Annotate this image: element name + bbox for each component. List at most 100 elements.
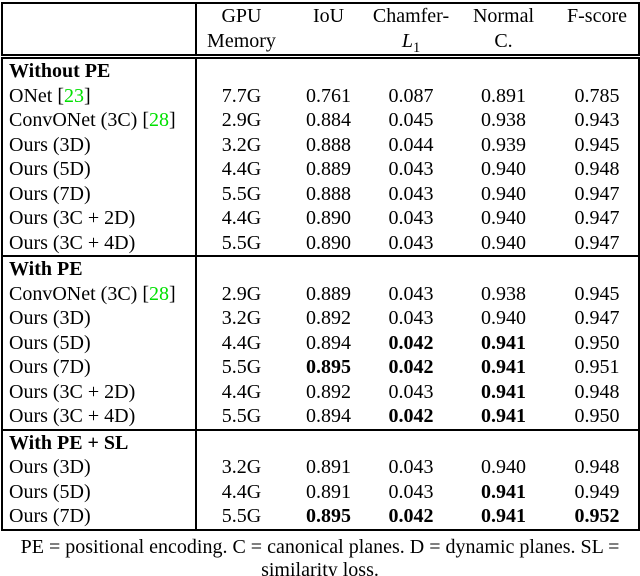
value-cell-chamfer-l1: 0.043 bbox=[388, 380, 434, 403]
value-cell-chamfer-l1: 0.043 bbox=[388, 207, 434, 229]
value-cell-chamfer-l1: 0.087 bbox=[388, 84, 434, 107]
value-cell-normal-c: 0.938 bbox=[481, 109, 526, 131]
value-cell-iou: 0.891 bbox=[306, 456, 351, 478]
method-name: Ours (5D) bbox=[9, 331, 91, 354]
value-cell-gpu-memory: 4.4G bbox=[221, 480, 262, 503]
method-name-cell: Ours (5D) bbox=[2, 157, 197, 182]
method-name: Ours (7D) bbox=[9, 182, 91, 205]
value-cell-gpu-memory: 5.5G bbox=[221, 405, 262, 427]
empty-cell bbox=[451, 255, 556, 282]
value-cell-gpu-memory: 4.4G bbox=[221, 158, 262, 180]
value-cell-normal-c: 0.941 bbox=[481, 405, 526, 427]
method-name-cell: Ours (3C + 4D) bbox=[2, 404, 197, 430]
method-name: ConvONet (3C) bbox=[9, 109, 138, 131]
value-cell-gpu-memory: 5.5G bbox=[221, 356, 262, 378]
value-cell-chamfer-l1: 0.043 bbox=[388, 456, 434, 478]
citation-link[interactable]: 23 bbox=[64, 84, 84, 107]
value-cell-normal-c: 0.941 bbox=[481, 505, 526, 527]
value-cell-f-score: 0.952 bbox=[574, 505, 620, 527]
value-cell-f-score: 0.948 bbox=[574, 158, 620, 180]
table-row: Ours (7D) 5.5G 0.895 0.042 0.941 0.951 bbox=[2, 355, 639, 380]
empty-cell bbox=[371, 255, 451, 282]
value-cell-gpu-memory: 3.2G bbox=[221, 307, 262, 329]
column-header-gpu-memory: GPU Memory bbox=[196, 3, 286, 59]
section-title: Without PE bbox=[2, 56, 197, 84]
empty-cell bbox=[196, 255, 286, 282]
empty-cell bbox=[196, 57, 286, 84]
method-name-cell: Ours (7D) bbox=[2, 504, 197, 530]
method-name: Ours (3C + 4D) bbox=[9, 405, 136, 427]
value-cell-iou: 0.889 bbox=[306, 158, 351, 180]
method-name-cell: Ours (5D) bbox=[2, 479, 197, 504]
value-cell-iou: 0.890 bbox=[306, 207, 351, 229]
table-footnote: PE = positional encoding. C = canonical … bbox=[20, 535, 620, 576]
value-cell-normal-c: 0.938 bbox=[481, 282, 526, 305]
value-cell-f-score: 0.945 bbox=[574, 133, 620, 156]
empty-cell bbox=[286, 57, 371, 84]
value-cell-iou: 0.891 bbox=[306, 480, 351, 503]
value-cell-gpu-memory: 4.4G bbox=[221, 380, 262, 403]
empty-cell bbox=[556, 57, 639, 84]
value-cell-gpu-memory: 2.9G bbox=[221, 282, 262, 305]
value-cell-normal-c: 0.941 bbox=[481, 380, 526, 403]
table-row: ConvONet (3C) [28] 2.9G 0.889 0.043 0.938 0.9… bbox=[2, 281, 639, 306]
value-cell-chamfer-l1: 0.043 bbox=[388, 282, 434, 305]
value-cell-normal-c: 0.891 bbox=[481, 84, 526, 107]
value-cell-normal-c: 0.940 bbox=[481, 307, 526, 329]
value-cell-chamfer-l1: 0.045 bbox=[388, 109, 434, 131]
value-cell-iou: 0.894 bbox=[306, 331, 351, 354]
value-cell-f-score: 0.950 bbox=[574, 331, 620, 354]
table-header: GPU Memory IoU Chamfer- L1 Normal C. F-score bbox=[2, 3, 639, 59]
value-cell-normal-c: 0.939 bbox=[481, 133, 526, 156]
value-cell-f-score: 0.947 bbox=[574, 231, 620, 254]
value-cell-chamfer-l1: 0.043 bbox=[388, 231, 434, 254]
value-cell-f-score: 0.947 bbox=[574, 207, 620, 229]
value-cell-f-score: 0.948 bbox=[574, 456, 620, 478]
value-cell-normal-c: 0.940 bbox=[481, 207, 526, 229]
column-header-line: L1 bbox=[371, 29, 451, 52]
value-cell-f-score: 0.951 bbox=[574, 356, 620, 378]
method-name-cell: ONet [23] bbox=[2, 83, 197, 108]
empty-cell bbox=[196, 428, 286, 455]
value-cell-chamfer-l1: 0.043 bbox=[388, 182, 434, 205]
value-cell-iou: 0.888 bbox=[306, 182, 351, 205]
method-name-cell: Ours (7D) bbox=[2, 355, 197, 380]
table-row: Ours (3D) 3.2G 0.888 0.044 0.939 0.945 bbox=[2, 132, 639, 157]
citation-link[interactable]: 28 bbox=[149, 282, 169, 305]
method-name-cell: Ours (3C + 2D) bbox=[2, 379, 197, 404]
method-name: Ours (3C + 2D) bbox=[9, 380, 136, 403]
table-row: Ours (3D) 3.2G 0.891 0.043 0.940 0.948 bbox=[2, 455, 639, 480]
method-name: Ours (3D) bbox=[9, 133, 91, 156]
value-cell-normal-c: 0.940 bbox=[481, 456, 526, 478]
table-row: Ours (7D) 5.5G 0.895 0.042 0.941 0.952 bbox=[2, 504, 639, 530]
column-header-f-score: F-score bbox=[556, 3, 639, 59]
method-name: Ours (7D) bbox=[9, 505, 91, 527]
value-cell-normal-c: 0.941 bbox=[481, 331, 526, 354]
value-cell-iou: 0.890 bbox=[306, 231, 351, 254]
column-header-line: C. bbox=[494, 30, 513, 52]
value-cell-chamfer-l1: 0.043 bbox=[388, 307, 434, 329]
empty-cell bbox=[371, 428, 451, 455]
column-header-iou: IoU bbox=[286, 3, 371, 59]
section-header-row: With PE bbox=[2, 255, 639, 282]
value-cell-chamfer-l1: 0.043 bbox=[388, 480, 434, 503]
table-row: Ours (5D) 4.4G 0.889 0.043 0.940 0.948 bbox=[2, 157, 639, 182]
method-name: Ours (3D) bbox=[9, 456, 91, 478]
value-cell-normal-c: 0.941 bbox=[481, 356, 526, 378]
table-row: Ours (5D) 4.4G 0.891 0.043 0.941 0.949 bbox=[2, 479, 639, 504]
value-cell-f-score: 0.945 bbox=[574, 282, 620, 305]
table-row: Ours (3C + 2D) 4.4G 0.890 0.043 0.940 0.947 bbox=[2, 206, 639, 231]
section-title: With PE + SL bbox=[2, 428, 197, 455]
value-cell-gpu-memory: 5.5G bbox=[221, 182, 262, 205]
value-cell-iou: 0.889 bbox=[306, 282, 351, 305]
value-cell-normal-c: 0.940 bbox=[481, 158, 526, 180]
section-header-row: Without PE bbox=[2, 56, 639, 84]
header-row: GPU Memory IoU Chamfer- L1 Normal C. F-score bbox=[2, 3, 639, 59]
row-label-column-header bbox=[2, 3, 197, 59]
value-cell-iou: 0.892 bbox=[306, 380, 351, 403]
method-name: Ours (3C + 2D) bbox=[9, 207, 136, 229]
value-cell-normal-c: 0.941 bbox=[481, 480, 526, 503]
citation-link[interactable]: 28 bbox=[149, 109, 169, 131]
value-cell-chamfer-l1: 0.042 bbox=[388, 405, 434, 427]
value-cell-iou: 0.894 bbox=[306, 405, 351, 427]
